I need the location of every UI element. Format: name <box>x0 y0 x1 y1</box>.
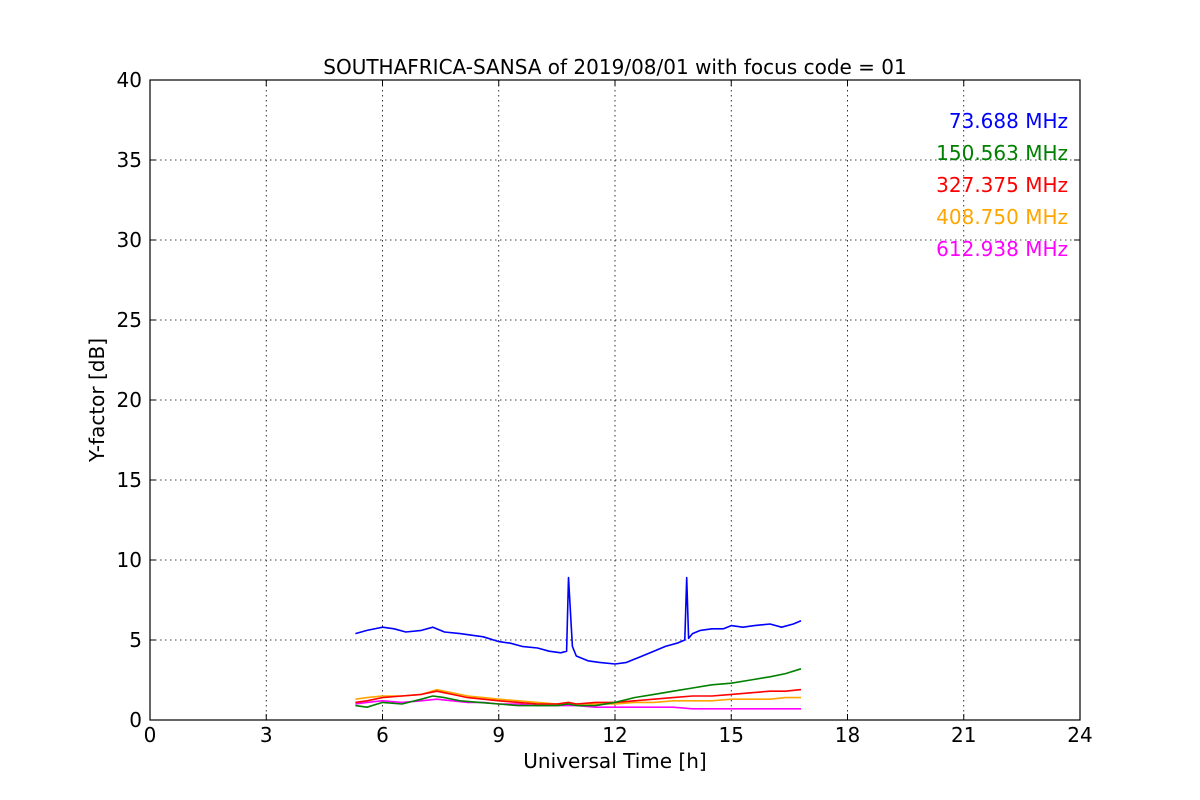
y-tick-label: 0 <box>129 708 142 732</box>
y-tick-label: 40 <box>117 68 142 92</box>
x-tick-label: 24 <box>1067 723 1092 747</box>
y-tick-label: 10 <box>117 548 142 572</box>
y-axis-label: Y-factor [dB] <box>85 338 109 463</box>
legend-entry: 150.563 MHz <box>936 141 1068 165</box>
y-tick-label: 15 <box>117 468 142 492</box>
x-tick-label: 9 <box>492 723 505 747</box>
x-tick-label: 0 <box>144 723 157 747</box>
x-tick-label: 3 <box>260 723 273 747</box>
legend-entry: 612.938 MHz <box>936 237 1068 261</box>
y-tick-label: 5 <box>129 628 142 652</box>
y-tick-label: 20 <box>117 388 142 412</box>
legend-entry: 408.750 MHz <box>936 205 1068 229</box>
chart-title: SOUTHAFRICA-SANSA of 2019/08/01 with foc… <box>323 55 907 79</box>
x-tick-label: 12 <box>602 723 627 747</box>
axis-ticks: 0 3 6 9 12 15 18 21 24 0 5 10 15 20 25 30 35 40 <box>117 68 1093 747</box>
grid-lines <box>150 80 1080 720</box>
series-line <box>355 576 802 665</box>
legend-entry: 73.688 MHz <box>949 109 1068 133</box>
y-tick-label: 30 <box>117 228 142 252</box>
y-tick-label: 25 <box>117 308 142 332</box>
legend-entry: 327.375 MHz <box>936 173 1068 197</box>
series-line <box>355 698 801 710</box>
x-tick-label: 15 <box>719 723 744 747</box>
series-lines <box>355 576 802 710</box>
x-tick-label: 6 <box>376 723 389 747</box>
legend: 73.688 MHz 150.563 MHz 327.375 MHz 408.750 … <box>936 109 1068 261</box>
series-line <box>355 688 802 705</box>
series-line <box>355 668 802 709</box>
y-tick-label: 35 <box>117 148 142 172</box>
x-axis-label: Universal Time [h] <box>523 749 706 773</box>
x-tick-label: 21 <box>951 723 976 747</box>
x-tick-label: 18 <box>835 723 860 747</box>
